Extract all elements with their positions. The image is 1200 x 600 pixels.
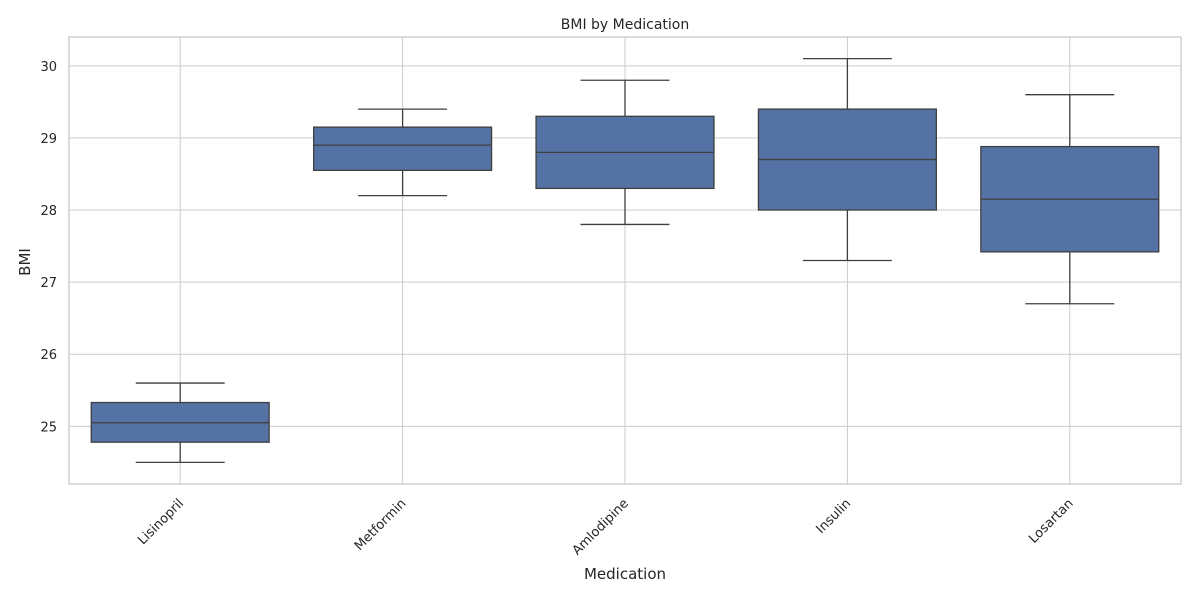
x-tick-label: Lisinopril (135, 496, 187, 548)
x-tick-labels: Lisinopril Metformin Amlodipine Insulin Losa… (135, 496, 1076, 558)
box-group (980, 94, 1160, 305)
x-tick-label: Losartan (1026, 496, 1076, 546)
plot-frame (68, 36, 1182, 485)
iqr-box (312, 126, 493, 172)
x-tick-label: Amlodipine (570, 496, 632, 558)
box-group (757, 57, 938, 262)
box-group (312, 108, 493, 197)
x-tick-label: Metformin (352, 496, 410, 554)
y-axis-label: BMI (16, 248, 34, 276)
chart-title: BMI by Medication (561, 17, 689, 33)
y-tick-label: 26 (40, 348, 57, 363)
y-tick-label: 25 (40, 420, 57, 435)
y-tick-label: 30 (40, 60, 57, 75)
y-tick-label: 28 (40, 204, 57, 219)
y-tick-labels: 25 26 27 28 29 30 (40, 60, 57, 435)
box-group (535, 79, 715, 226)
y-tick-label: 27 (40, 276, 57, 291)
x-axis-label: Medication (584, 565, 666, 583)
x-tick-label: Insulin (814, 496, 855, 537)
box-layer (90, 57, 1160, 464)
y-tick-label: 29 (40, 132, 57, 147)
box-group (90, 382, 270, 464)
